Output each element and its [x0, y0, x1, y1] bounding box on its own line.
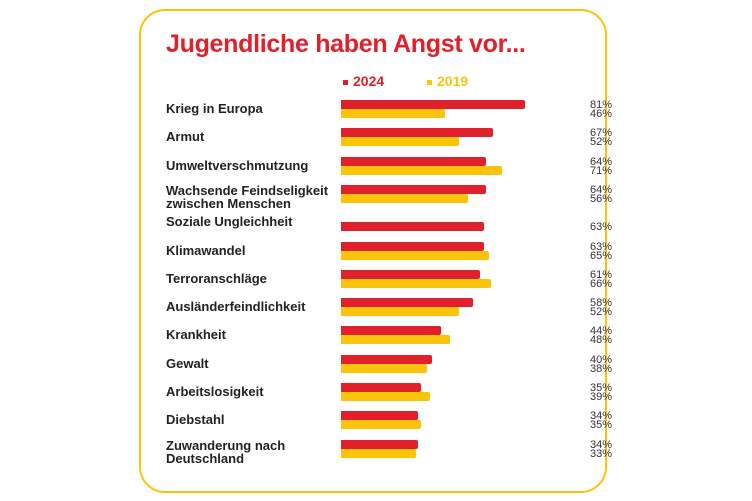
bar-2024	[341, 222, 485, 232]
category-label: Ausländerfeindlichkeit	[166, 299, 306, 315]
bar-2024	[341, 241, 485, 251]
bar-2019	[341, 109, 446, 118]
legend-item-2019: 2019	[427, 73, 468, 89]
value-label-2019: 39%	[589, 391, 612, 403]
value-label-2019: 65%	[589, 249, 612, 262]
value-label-2019: 56%	[589, 192, 612, 205]
bar-2024	[341, 156, 487, 166]
bar-2019	[341, 448, 416, 458]
bar-2019	[341, 307, 460, 317]
value-label-2019: 38%	[589, 362, 612, 375]
bar-2024	[341, 383, 421, 392]
bar-2019	[341, 137, 460, 147]
bar-2019	[341, 278, 491, 288]
chart-frame	[139, 9, 607, 493]
category-label: Terroranschläge	[166, 270, 267, 286]
category-label: Armut	[166, 129, 205, 145]
value-label-2024: 67%	[589, 127, 612, 140]
legend-label: 2024	[353, 73, 385, 89]
value-label-2024: 35%	[589, 382, 612, 394]
bar-2024	[341, 269, 480, 279]
category-label: Wachsende Feindseligkeit zwischen Mensche…	[166, 182, 329, 211]
value-label-2024: 61%	[589, 268, 612, 281]
category-label: Krankheit	[166, 327, 226, 343]
bar-2024	[341, 411, 419, 421]
value-label-2024: 40%	[589, 353, 612, 366]
value-label-2024: 81%	[589, 99, 612, 111]
bar-2024	[341, 184, 487, 194]
value-label-2019: 46%	[589, 108, 612, 120]
value-label-2019: 52%	[589, 136, 612, 149]
value-label-2019: 48%	[589, 334, 612, 347]
value-label-2024: 63%	[589, 221, 612, 234]
bar-2024	[341, 298, 473, 308]
value-label-2024: 63%	[589, 240, 612, 253]
category-label: Krieg in Europa	[166, 101, 263, 116]
value-label-2019: 33%	[589, 447, 612, 460]
value-label-2019: 35%	[589, 419, 612, 432]
value-label-2024: 44%	[589, 325, 612, 338]
bar-2019	[341, 165, 503, 175]
value-label-2019: 66%	[589, 277, 612, 290]
bar-2019	[341, 420, 421, 430]
bar-2019	[341, 250, 489, 260]
legend-swatch	[343, 79, 348, 85]
bar-2024	[341, 100, 525, 109]
value-label-2024: 34%	[589, 410, 612, 423]
bar-2019	[341, 392, 430, 401]
value-label-2024: 64%	[589, 183, 612, 196]
legend-label: 2019	[437, 73, 469, 89]
value-label-2024: 64%	[589, 155, 612, 168]
category-label: Zuwanderung nach Deutschland	[166, 437, 286, 466]
value-label-2024: 58%	[589, 297, 612, 310]
value-label-2019: 71%	[589, 164, 612, 177]
bar-2024	[341, 326, 441, 336]
value-label-2019: 52%	[589, 306, 612, 319]
value-label-2024: 34%	[589, 438, 612, 451]
bar-2024	[341, 439, 419, 449]
bar-2024	[341, 354, 432, 364]
bar-2019	[341, 193, 469, 203]
bar-2024	[341, 128, 494, 138]
category-label: Umweltverschmutzung	[166, 157, 309, 173]
bar-2019	[341, 335, 451, 345]
category-label: Diebstahl	[166, 412, 225, 428]
category-label: Klimawandel	[166, 242, 246, 258]
chart-title: Jugendliche haben Angst vor...	[166, 30, 526, 58]
category-label: Soziale Ungleichheit	[166, 214, 293, 230]
bar-2019	[341, 363, 428, 373]
legend-item-2024: 2024	[343, 73, 384, 89]
legend-swatch	[427, 79, 432, 85]
category-label: Arbeitslosigkeit	[166, 384, 264, 399]
category-label: Gewalt	[166, 355, 209, 371]
